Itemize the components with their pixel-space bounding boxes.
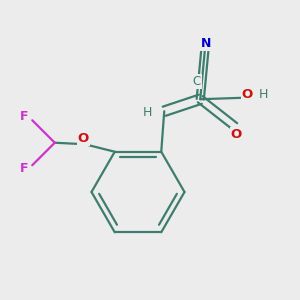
Text: O: O <box>231 128 242 141</box>
Text: C: C <box>192 75 201 88</box>
Text: H: H <box>143 106 152 119</box>
Text: F: F <box>20 110 28 123</box>
Text: N: N <box>201 37 211 50</box>
Text: O: O <box>78 132 89 145</box>
Text: O: O <box>242 88 253 101</box>
Text: H: H <box>259 88 268 101</box>
Text: F: F <box>20 162 28 175</box>
